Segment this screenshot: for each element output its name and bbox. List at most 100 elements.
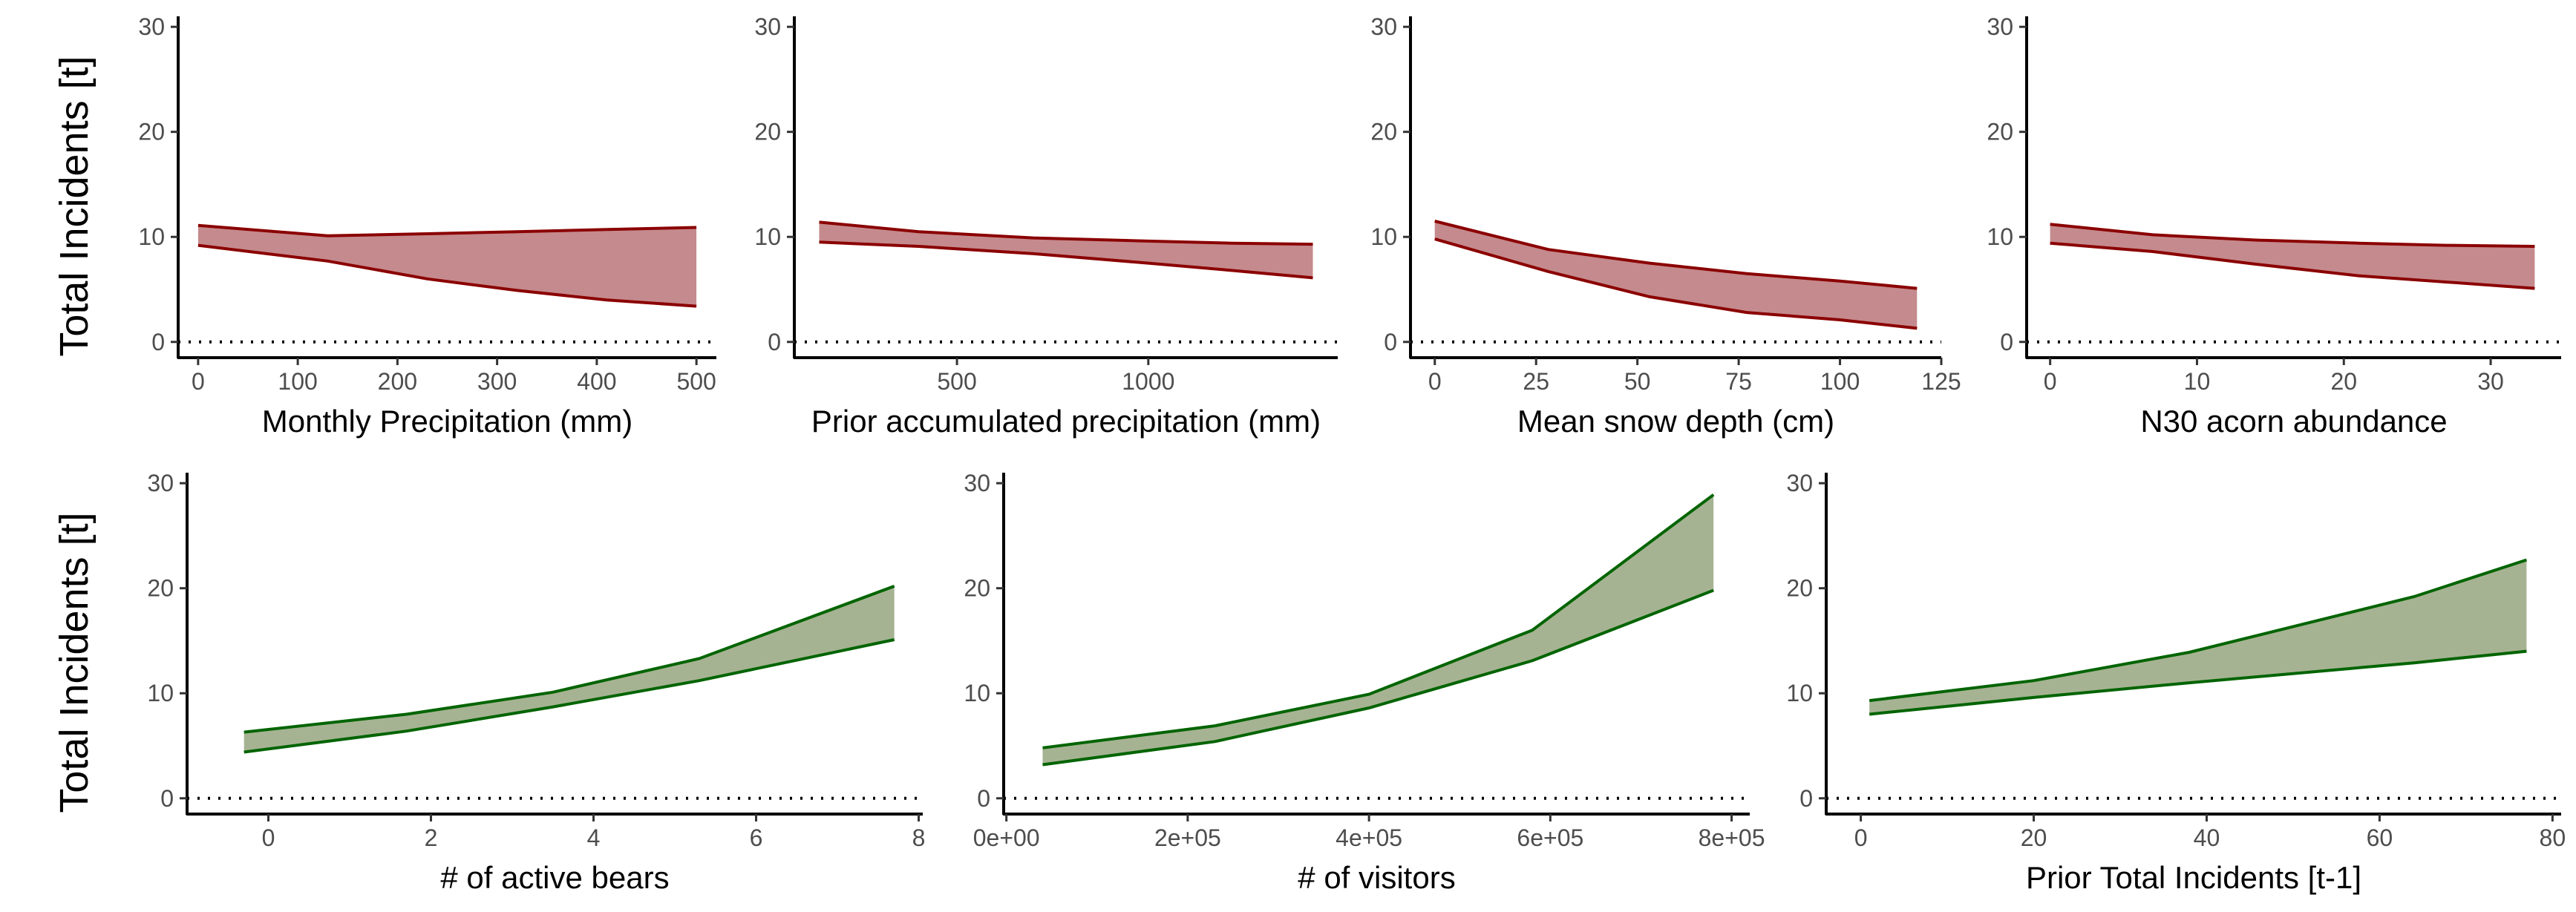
y-tick-label: 20 [1370,119,1397,145]
panel-4: 0 10 20 30 0 10 20 30 N30 acorn abundance [1987,13,2561,439]
x-tick-label: 1000 [1122,368,1174,395]
y-tick-label: 0 [977,785,990,812]
x-tick-label: 300 [477,368,517,395]
upper-bound-line [2050,223,2535,248]
x-tick-label: 4e+05 [1336,824,1402,851]
ribbon-area [2050,224,2535,289]
x-tick-label: 0 [1854,824,1868,851]
lower-bound-line [1869,649,2527,716]
y-tick-label: 10 [754,223,781,250]
x-axis-title: Monthly Precipitation (mm) [262,404,632,439]
lower-bound-line [243,638,895,754]
y-tick-label: 20 [964,575,990,602]
x-tick-label: 100 [1820,368,1860,395]
panel-5: 0 10 20 30 0 2 4 6 8 # of active bears [147,470,925,895]
upper-bound-line [243,585,895,734]
y-tick-label: 0 [1799,785,1813,812]
upper-bound-line [819,220,1313,246]
x-axis-title: Mean snow depth (cm) [1517,404,1834,439]
panel-3: 0 10 20 30 0 25 50 75 100 125 Mean snow depth (cm) [1370,13,1961,439]
lower-bound-line [197,243,697,308]
x-tick-label: 4 [587,824,601,851]
y-tick-label: 30 [754,13,781,40]
x-tick-label: 0 [192,368,205,395]
lower-bound-line [2050,241,2535,290]
y-tick-label: 20 [138,119,165,145]
y-tick-label: 30 [1987,13,2013,40]
y-tick-label: 30 [147,470,174,496]
y-tick-label: 10 [1786,680,1813,706]
ribbon-area [1869,560,2527,715]
x-tick-label: 25 [1523,368,1549,395]
x-tick-label: 200 [378,368,417,395]
x-tick-label: 6e+05 [1517,824,1583,851]
x-axis-title: # of active bears [440,860,669,895]
upper-bound-line [1434,220,1918,290]
x-tick-label: 40 [2194,824,2220,851]
lower-bound-line [819,240,1313,280]
ribbon-area [819,222,1313,278]
x-tick-label: 500 [676,368,716,395]
y-tick-label: 20 [1786,575,1813,602]
y-tick-label: 10 [147,680,174,706]
ribbon-area [1042,494,1714,765]
panel-2: 0 10 20 30 500 1000 Prior accumulated precipit… [754,13,1338,439]
y-tick-label: 0 [160,785,174,812]
y-tick-label: 0 [768,329,781,355]
row-title-top: Total Incidents [t] [52,56,97,356]
x-tick-label: 400 [577,368,616,395]
y-tick-label: 10 [138,223,165,250]
x-tick-label: 75 [1725,368,1752,395]
ribbon-area [197,225,697,306]
panel-6: 0 10 20 30 0e+00 2e+05 4e+05 6e+05 8e+05 # of vis… [964,470,1765,895]
y-tick-label: 0 [151,329,165,355]
ribbon-area [243,585,895,752]
x-tick-label: 500 [937,368,976,395]
y-tick-label: 10 [1987,223,2013,250]
x-tick-label: 2 [425,824,438,851]
y-tick-label: 30 [964,470,990,496]
y-tick-label: 0 [1384,329,1397,355]
x-axis-title: Prior Total Incidents [t-1] [2026,860,2361,895]
y-tick-label: 10 [1370,223,1397,250]
panel-7: 0 10 20 30 0 20 40 60 80 Prior Total Incidents [t… [1786,470,2566,895]
y-tick-label: 0 [2000,329,2013,355]
x-tick-label: 6 [750,824,763,851]
x-axis-title: Prior accumulated precipitation (mm) [811,404,1321,439]
y-tick-label: 20 [147,575,174,602]
y-tick-label: 20 [1987,119,2013,145]
x-tick-label: 8 [912,824,926,851]
x-tick-label: 80 [2540,824,2566,851]
x-tick-label: 125 [1921,368,1961,395]
x-tick-label: 8e+05 [1699,824,1765,851]
x-tick-label: 0 [1428,368,1442,395]
x-tick-label: 0 [2044,368,2057,395]
x-tick-label: 0e+00 [973,824,1040,851]
x-axis-title: # of visitors [1298,860,1455,895]
y-tick-label: 30 [1786,470,1813,496]
x-tick-label: 100 [278,368,317,395]
upper-bound-line [1869,558,2528,703]
upper-bound-line [1042,493,1715,749]
x-tick-label: 2e+05 [1154,824,1221,851]
y-tick-label: 30 [138,13,165,40]
x-tick-label: 10 [2184,368,2211,395]
x-tick-label: 30 [2477,368,2504,395]
upper-bound-line [197,223,697,237]
x-tick-label: 0 [262,824,275,851]
x-tick-label: 20 [2021,824,2047,851]
y-tick-label: 10 [964,680,990,706]
lower-bound-line [1434,237,1918,330]
ribbon-area [1434,221,1918,329]
x-tick-label: 60 [2367,824,2393,851]
lower-bound-line [1042,588,1714,767]
x-tick-label: 20 [2330,368,2357,395]
y-tick-label: 20 [754,119,781,145]
row-title-bottom: Total Incidents [t] [52,512,97,813]
x-axis-title: N30 acorn abundance [2140,404,2447,439]
y-tick-label: 30 [1370,13,1397,40]
x-tick-label: 50 [1624,368,1651,395]
